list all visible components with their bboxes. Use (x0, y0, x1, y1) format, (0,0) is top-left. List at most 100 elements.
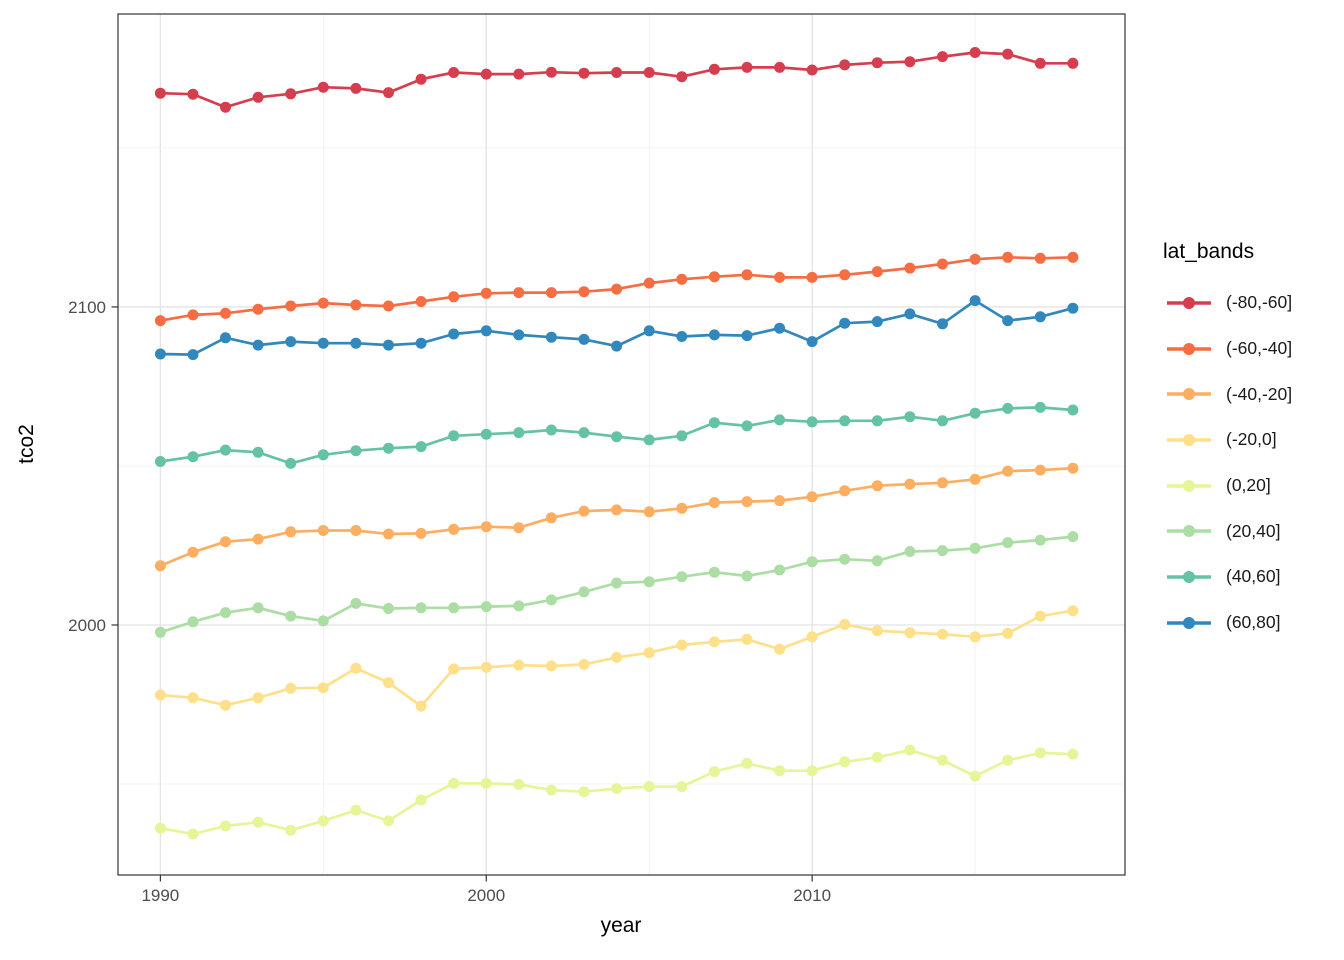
data-point (1034, 747, 1046, 759)
data-point (1067, 57, 1079, 69)
data-point (611, 431, 623, 443)
legend-item-label: (-80,-60] (1226, 292, 1293, 313)
data-point (285, 88, 297, 100)
data-point (969, 631, 981, 643)
data-point (448, 430, 460, 442)
data-point (187, 349, 199, 361)
data-point (480, 661, 492, 673)
data-point (937, 415, 948, 427)
data-point (350, 525, 362, 536)
data-point (904, 627, 916, 639)
data-point (741, 570, 753, 582)
data-point (154, 560, 166, 572)
data-point (448, 328, 460, 340)
data-point (643, 277, 655, 289)
legend-item-label: (40,60] (1226, 566, 1281, 587)
data-point (513, 600, 525, 612)
data-point (220, 536, 231, 548)
panel-background (118, 14, 1125, 875)
legend-item: (-80,-60] (1156, 280, 1292, 326)
data-point (545, 66, 557, 78)
data-point (676, 639, 688, 651)
data-point (676, 781, 688, 793)
data-point (1034, 610, 1046, 622)
data-point (708, 271, 720, 283)
data-point (871, 57, 883, 69)
data-point (285, 526, 297, 538)
data-point (513, 522, 525, 534)
data-point (741, 633, 753, 645)
data-point (871, 555, 883, 567)
data-point (1002, 465, 1014, 477)
data-point (317, 682, 329, 694)
legend-item-label: (-20,0] (1226, 429, 1277, 450)
data-point (383, 528, 394, 540)
legend-key-icon (1167, 296, 1211, 309)
data-point (513, 68, 525, 80)
data-point (969, 47, 981, 58)
data-point (676, 71, 688, 83)
data-point (806, 556, 818, 568)
data-point (643, 325, 655, 337)
legend-item-label: (20,40] (1226, 520, 1281, 541)
data-point (969, 542, 981, 554)
data-point (904, 411, 916, 423)
data-point (578, 67, 590, 79)
data-point (154, 822, 166, 834)
data-point (285, 682, 297, 694)
data-point (611, 283, 623, 295)
data-point (415, 73, 427, 85)
data-point (220, 332, 231, 344)
data-point (1034, 252, 1046, 264)
data-point (415, 296, 427, 307)
data-point (904, 478, 916, 490)
data-point (643, 434, 655, 446)
data-point (741, 330, 753, 342)
legend-key-icon (1167, 570, 1211, 583)
data-point (1067, 605, 1079, 617)
data-point (317, 81, 329, 93)
data-point (578, 786, 590, 798)
data-point (220, 699, 231, 711)
data-point (806, 416, 818, 428)
legend: lat_bands (-80,-60] (-60,-40] (-40,-20] (-2… (1156, 240, 1292, 646)
data-point (545, 424, 557, 436)
data-point (904, 546, 916, 557)
data-point (806, 64, 818, 76)
data-point (252, 91, 264, 103)
data-point (774, 643, 786, 655)
legend-title: lat_bands (1163, 240, 1255, 263)
data-point (480, 287, 492, 299)
data-point (643, 576, 655, 588)
data-point (187, 828, 199, 840)
data-point (350, 337, 362, 349)
data-point (578, 333, 590, 345)
data-point (350, 445, 362, 457)
panel-border (117, 13, 1126, 876)
data-point (708, 566, 720, 578)
data-point (1002, 251, 1014, 263)
data-point (285, 457, 297, 469)
data-point (806, 336, 818, 348)
data-point (1034, 534, 1046, 546)
legend-key-icon (1167, 388, 1211, 401)
data-point (220, 820, 231, 832)
data-point (1067, 251, 1079, 263)
data-point (1002, 48, 1014, 60)
data-point (154, 315, 166, 327)
legend-key-icon (1167, 525, 1211, 538)
data-point (774, 765, 786, 777)
data-point (317, 525, 329, 536)
data-point (937, 318, 948, 330)
data-point (774, 414, 786, 426)
data-point (871, 415, 883, 427)
data-point (1067, 404, 1079, 416)
x-axis-title: year (600, 914, 642, 937)
data-point (383, 677, 394, 689)
data-point (350, 597, 362, 609)
data-point (708, 417, 720, 429)
data-point (187, 692, 199, 704)
data-point (383, 339, 394, 351)
data-point (480, 68, 492, 80)
